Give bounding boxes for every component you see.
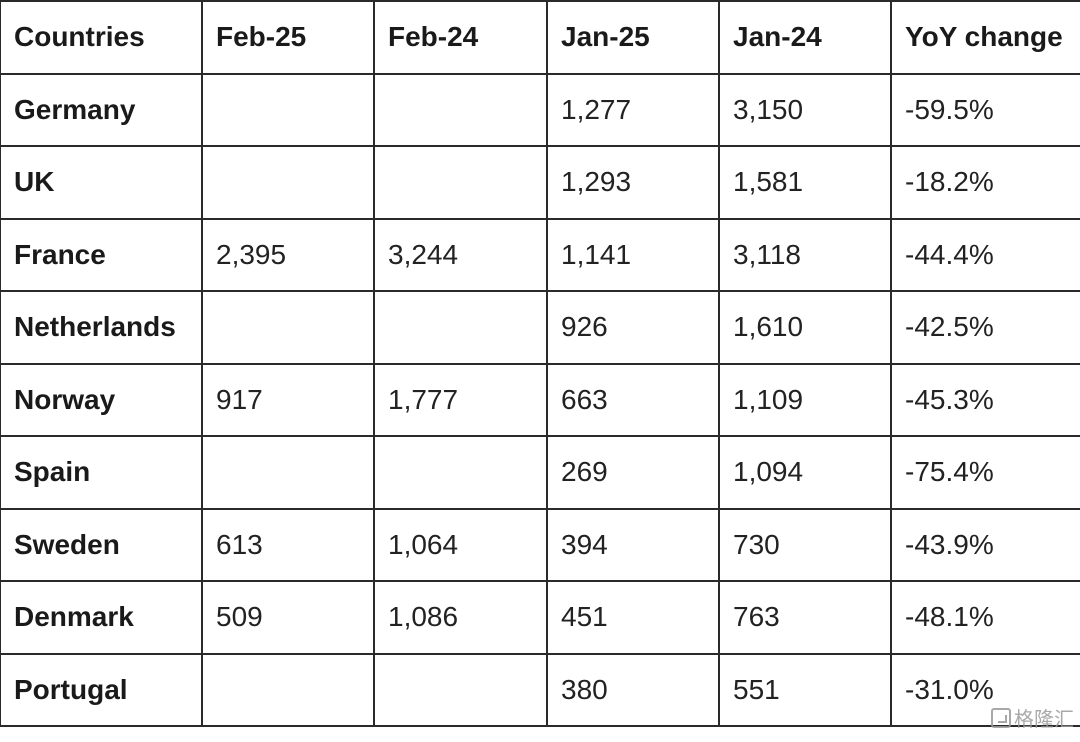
value-cell: -18.2%	[890, 145, 1080, 220]
country-cell: Spain	[0, 435, 203, 510]
value-cell: 663	[546, 362, 720, 437]
value-cell	[373, 72, 548, 147]
value-cell	[373, 145, 548, 220]
value-cell	[373, 435, 548, 510]
value-cell: 1,094	[718, 435, 892, 510]
value-cell: -31.0%	[890, 652, 1080, 727]
country-cell: Denmark	[0, 580, 203, 655]
column-header: Countries	[0, 0, 203, 75]
column-header: YoY change	[890, 0, 1080, 75]
country-cell: UK	[0, 145, 203, 220]
value-cell: 509	[201, 580, 375, 655]
country-cell: Netherlands	[0, 290, 203, 365]
table-row: Portugal 380 551 -31.0%	[0, 652, 1080, 727]
value-cell: 3,150	[718, 72, 892, 147]
value-cell: -44.4%	[890, 217, 1080, 292]
value-cell: 1,610	[718, 290, 892, 365]
table-row: Germany 1,277 3,150 -59.5%	[0, 72, 1080, 147]
value-cell	[201, 290, 375, 365]
table-row: Norway 917 1,777 663 1,109 -45.3%	[0, 362, 1080, 437]
value-cell: -45.3%	[890, 362, 1080, 437]
value-cell	[201, 72, 375, 147]
value-cell	[373, 652, 548, 727]
value-cell: 926	[546, 290, 720, 365]
table-row: Netherlands 926 1,610 -42.5%	[0, 290, 1080, 365]
value-cell: 2,395	[201, 217, 375, 292]
value-cell	[373, 290, 548, 365]
value-cell: 3,118	[718, 217, 892, 292]
value-cell: -48.1%	[890, 580, 1080, 655]
value-cell	[201, 652, 375, 727]
value-cell: 269	[546, 435, 720, 510]
value-cell: 1,581	[718, 145, 892, 220]
table-row: Sweden 613 1,064 394 730 -43.9%	[0, 507, 1080, 582]
watermark-text: 格隆汇	[1014, 707, 1074, 731]
value-cell: 1,141	[546, 217, 720, 292]
column-header: Feb-24	[373, 0, 548, 75]
watermark: 格隆汇	[991, 703, 1074, 732]
value-cell: 551	[718, 652, 892, 727]
data-table: Countries Feb-25 Feb-24 Jan-25 Jan-24 YoY cha…	[0, 0, 1080, 727]
column-header: Jan-24	[718, 0, 892, 75]
table-row: UK 1,293 1,581 -18.2%	[0, 145, 1080, 220]
value-cell: 451	[546, 580, 720, 655]
value-cell: -59.5%	[890, 72, 1080, 147]
value-cell: 380	[546, 652, 720, 727]
country-cell: France	[0, 217, 203, 292]
country-cell: Sweden	[0, 507, 203, 582]
value-cell: 763	[718, 580, 892, 655]
value-cell: 394	[546, 507, 720, 582]
table-row: France 2,395 3,244 1,141 3,118 -44.4%	[0, 217, 1080, 292]
gelonghui-logo-icon	[991, 707, 1011, 728]
table-row: Spain 269 1,094 -75.4%	[0, 435, 1080, 510]
value-cell: -75.4%	[890, 435, 1080, 510]
value-cell: -42.5%	[890, 290, 1080, 365]
value-cell	[201, 435, 375, 510]
value-cell: 3,244	[373, 217, 548, 292]
value-cell: 613	[201, 507, 375, 582]
column-header: Feb-25	[201, 0, 375, 75]
table-row: Denmark 509 1,086 451 763 -48.1%	[0, 580, 1080, 655]
value-cell: 1,109	[718, 362, 892, 437]
value-cell: -43.9%	[890, 507, 1080, 582]
value-cell: 917	[201, 362, 375, 437]
column-header: Jan-25	[546, 0, 720, 75]
value-cell: 730	[718, 507, 892, 582]
country-cell: Norway	[0, 362, 203, 437]
country-cell: Germany	[0, 72, 203, 147]
value-cell: 1,064	[373, 507, 548, 582]
value-cell: 1,277	[546, 72, 720, 147]
value-cell: 1,086	[373, 580, 548, 655]
value-cell: 1,777	[373, 362, 548, 437]
value-cell: 1,293	[546, 145, 720, 220]
country-cell: Portugal	[0, 652, 203, 727]
value-cell	[201, 145, 375, 220]
header-row: Countries Feb-25 Feb-24 Jan-25 Jan-24 YoY cha…	[0, 0, 1080, 75]
